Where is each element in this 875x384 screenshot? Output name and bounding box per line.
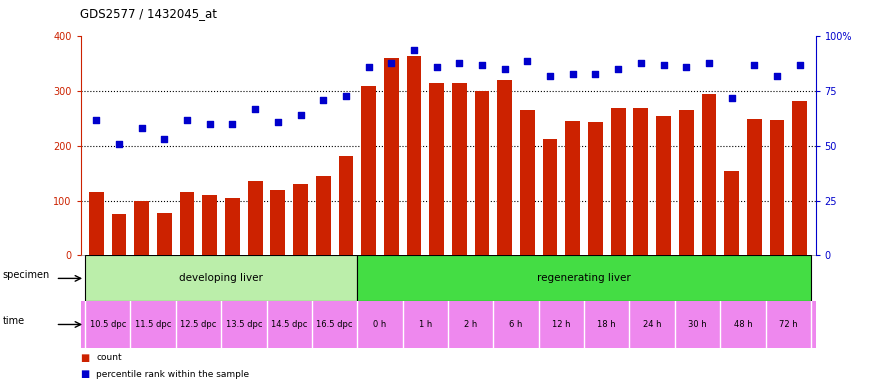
Bar: [357, 255, 811, 301]
Point: [339, 93, 353, 99]
Text: percentile rank within the sample: percentile rank within the sample: [96, 370, 249, 379]
Text: 16.5 dpc: 16.5 dpc: [317, 320, 353, 329]
Point: [271, 119, 285, 125]
Point: [611, 66, 625, 73]
Point: [180, 117, 194, 123]
Text: ■: ■: [80, 353, 90, 363]
Bar: [520, 110, 535, 255]
Point: [589, 71, 603, 77]
Text: ■: ■: [80, 369, 90, 379]
Point: [248, 106, 262, 112]
Text: 11.5 dpc: 11.5 dpc: [135, 320, 172, 329]
Point: [475, 62, 489, 68]
Bar: [656, 116, 671, 255]
Point: [316, 97, 330, 103]
Point: [679, 64, 693, 70]
Point: [498, 66, 512, 73]
Point: [384, 60, 398, 66]
Text: 0 h: 0 h: [374, 320, 387, 329]
Text: regenerating liver: regenerating liver: [537, 273, 631, 283]
Bar: [724, 170, 739, 255]
Bar: [293, 184, 308, 255]
Text: time: time: [3, 316, 24, 326]
Text: 72 h: 72 h: [779, 320, 798, 329]
Text: GDS2577 / 1432045_at: GDS2577 / 1432045_at: [80, 7, 218, 20]
Bar: [158, 213, 172, 255]
Bar: [112, 214, 127, 255]
Point: [158, 136, 172, 142]
Point: [793, 62, 807, 68]
Text: 10.5 dpc: 10.5 dpc: [89, 320, 126, 329]
Point: [724, 95, 738, 101]
Bar: [452, 83, 466, 255]
Bar: [702, 94, 717, 255]
Bar: [384, 58, 399, 255]
Text: 1 h: 1 h: [419, 320, 432, 329]
Bar: [270, 190, 285, 255]
Bar: [202, 195, 217, 255]
Bar: [474, 91, 489, 255]
Point: [656, 62, 670, 68]
Text: 13.5 dpc: 13.5 dpc: [226, 320, 262, 329]
Bar: [588, 122, 603, 255]
Text: 12.5 dpc: 12.5 dpc: [180, 320, 217, 329]
Text: 30 h: 30 h: [689, 320, 707, 329]
Text: 12 h: 12 h: [552, 320, 570, 329]
Point: [135, 125, 149, 131]
Text: 18 h: 18 h: [598, 320, 616, 329]
Point: [407, 46, 421, 53]
Bar: [497, 80, 512, 255]
Point: [203, 121, 217, 127]
Text: 6 h: 6 h: [509, 320, 522, 329]
Point: [521, 58, 535, 64]
Bar: [407, 56, 422, 255]
Text: specimen: specimen: [3, 270, 50, 280]
Point: [452, 60, 466, 66]
Bar: [634, 108, 648, 255]
Point: [89, 117, 103, 123]
Bar: [611, 108, 626, 255]
Point: [226, 121, 240, 127]
Point: [361, 64, 375, 70]
Bar: [339, 156, 354, 255]
Bar: [135, 201, 149, 255]
Bar: [225, 198, 240, 255]
Bar: [316, 176, 331, 255]
Bar: [85, 255, 357, 301]
Bar: [770, 120, 784, 255]
Bar: [89, 192, 104, 255]
Point: [702, 60, 716, 66]
Point: [634, 60, 648, 66]
Text: count: count: [96, 353, 122, 362]
Bar: [565, 121, 580, 255]
Point: [430, 64, 444, 70]
Bar: [430, 83, 444, 255]
Bar: [679, 110, 694, 255]
Bar: [542, 139, 557, 255]
Text: developing liver: developing liver: [179, 273, 263, 283]
Point: [747, 62, 761, 68]
Text: 2 h: 2 h: [464, 320, 477, 329]
Point: [566, 71, 580, 77]
Text: 24 h: 24 h: [643, 320, 662, 329]
Point: [293, 112, 307, 118]
Point: [543, 73, 557, 79]
Point: [112, 141, 126, 147]
Bar: [179, 192, 194, 255]
Text: 14.5 dpc: 14.5 dpc: [271, 320, 307, 329]
Bar: [747, 119, 761, 255]
Bar: [248, 182, 262, 255]
Bar: [361, 86, 376, 255]
Text: 48 h: 48 h: [733, 320, 752, 329]
Bar: [792, 101, 807, 255]
Point: [770, 73, 784, 79]
